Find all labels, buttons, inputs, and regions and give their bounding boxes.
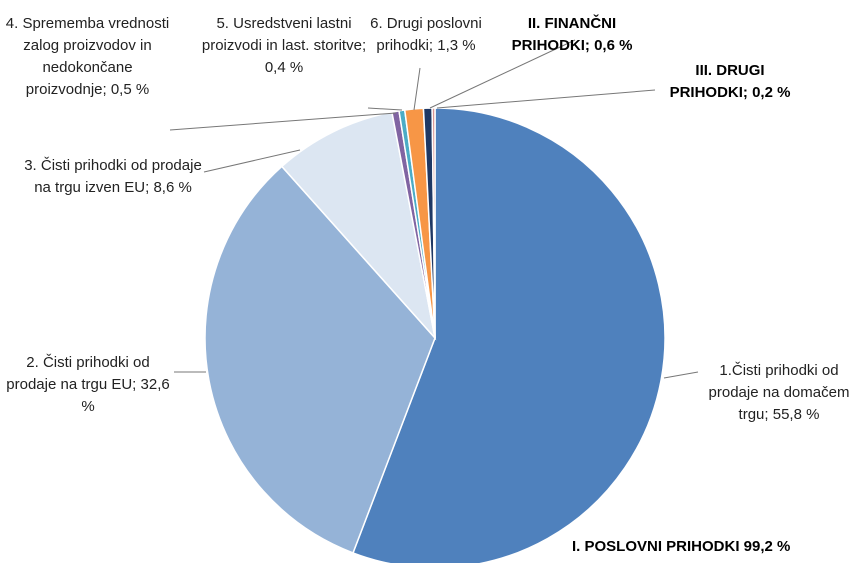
label-text: 2. Čisti prihodki od prodaje na trgu EU; — [6, 354, 150, 393]
label-text: 5. Usredstveni lastni proizvodi in last.… — [201, 15, 367, 54]
value-label: 32,6 % — [81, 376, 170, 415]
slice-label: 4. Sprememba vrednosti zalog proizvodov … — [5, 13, 170, 101]
label-text: II. FINANČNI PRIHODKI; — [511, 15, 617, 54]
value-label: 0,5 % — [110, 81, 150, 98]
leader-line — [203, 149, 301, 173]
label-text: 6. Drugi poslovni prihodki; — [370, 15, 482, 54]
leader-line — [169, 112, 397, 131]
slice-label: 1.Čisti prihodki od prodaje na domačem t… — [698, 360, 859, 426]
leader-line — [663, 371, 699, 379]
annotation: I. POSLOVNI PRIHODKI 99,2 % — [572, 536, 832, 558]
leader-line — [367, 107, 403, 111]
value-label: 0,6 % — [594, 37, 633, 54]
value-label: 8,6 % — [153, 179, 192, 196]
pie-slice — [280, 111, 437, 341]
slice-label: 6. Drugi poslovni prihodki; 1,3 % — [356, 13, 496, 57]
slice-label: 2. Čisti prihodki od prodaje na trgu EU;… — [2, 352, 174, 418]
value-label: 0,4 % — [264, 59, 304, 76]
label-text: 1.Čisti prihodki od prodaje na domačem t… — [708, 362, 850, 423]
leader-line — [413, 67, 421, 111]
leader-line — [436, 89, 656, 109]
value-label: 1,3 % — [437, 37, 476, 54]
label-text: III. DRUGI PRIHODKI; — [669, 62, 765, 101]
slice-label: 5. Usredstveni lastni proizvodi in last.… — [198, 13, 370, 79]
pie-slice — [431, 107, 436, 339]
pie-slice — [204, 165, 436, 554]
slice-label: 3. Čisti prihodki od prodaje na trgu izv… — [22, 155, 204, 199]
pie-slice — [352, 107, 666, 563]
label-text: 4. Sprememba vrednosti zalog proizvodov … — [5, 15, 170, 98]
leader-line — [429, 39, 576, 109]
value-label: 0,2 % — [752, 84, 791, 101]
slice-label: III. DRUGI PRIHODKI; 0,2 % — [655, 60, 805, 104]
slice-label: II. FINANČNI PRIHODKI; 0,6 % — [492, 13, 652, 57]
value-label: 55,8 % — [772, 406, 820, 423]
label-text: 3. Čisti prihodki od prodaje na trgu izv… — [24, 157, 202, 196]
